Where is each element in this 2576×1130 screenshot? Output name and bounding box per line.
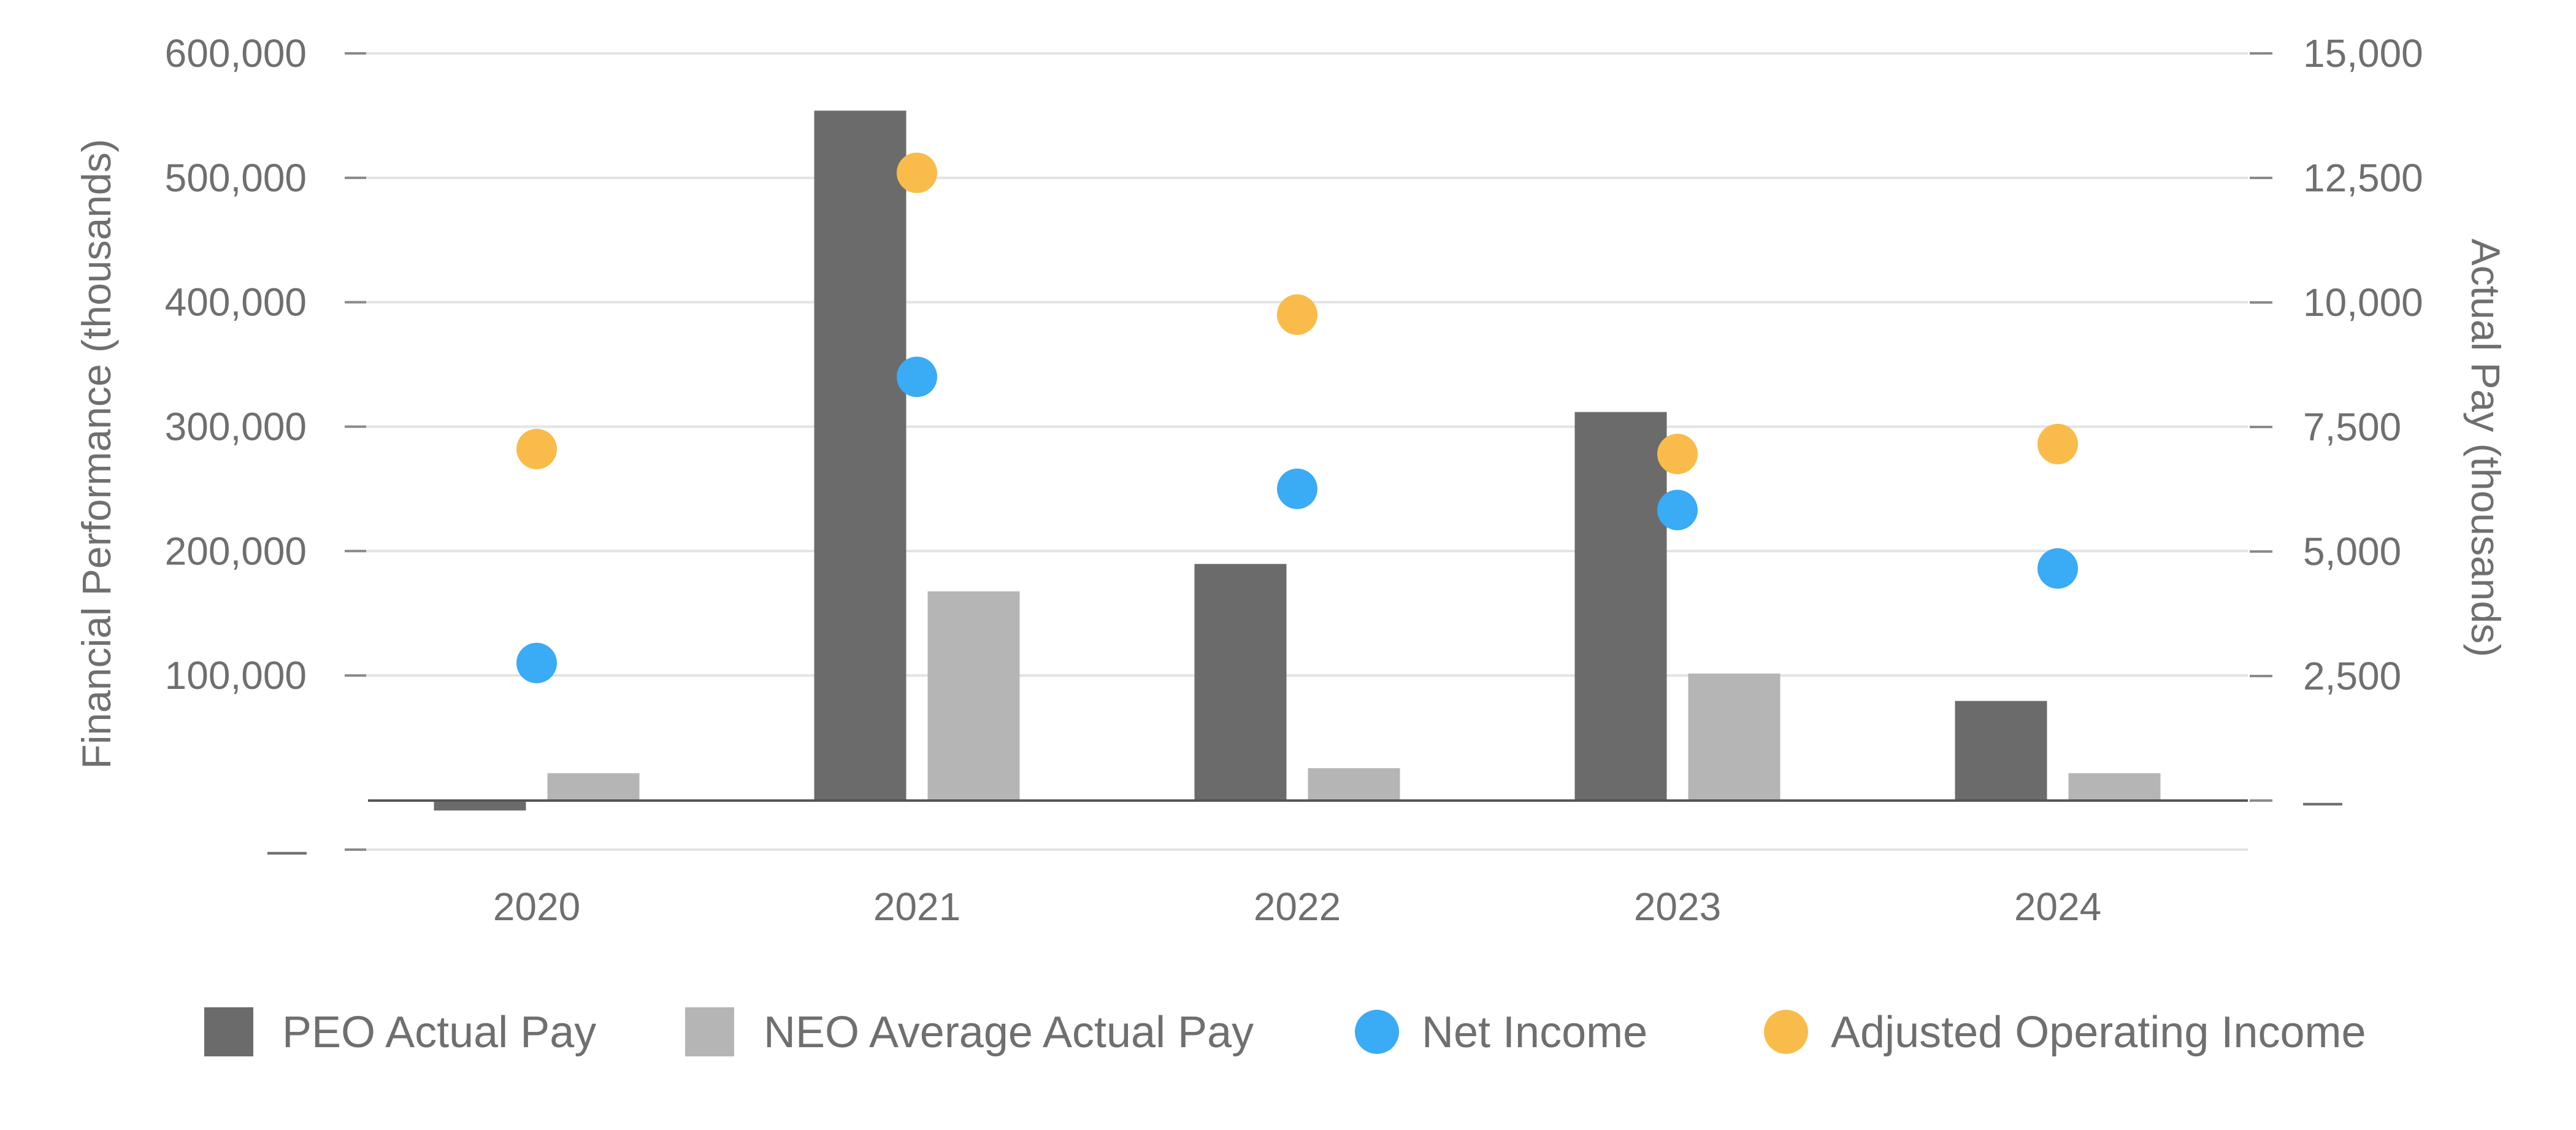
legend-label-neo-average-actual-pay: NEO Average Actual Pay — [764, 1008, 1254, 1057]
left-tick-label: 600,000 — [165, 31, 307, 75]
dot-net-income-2022 — [1277, 468, 1317, 509]
right-tick-label: 15,000 — [2303, 31, 2423, 75]
right-tick-label: 7,500 — [2303, 405, 2401, 449]
legend-label-peo-actual-pay: PEO Actual Pay — [282, 1008, 596, 1057]
bar-neo-average-actual-pay-2024 — [2068, 773, 2161, 801]
bars — [434, 110, 2161, 811]
right-tick-label: 10,000 — [2303, 280, 2423, 325]
bar-neo-average-actual-pay-2020 — [547, 773, 640, 801]
left-tick-label: 500,000 — [165, 156, 307, 200]
right-tick-label: — — [2303, 778, 2342, 823]
dot-adjusted-operating-income-2024 — [2037, 423, 2078, 464]
bar-peo-actual-pay-2023 — [1574, 412, 1667, 801]
left-axis: 600,000 500,000 400,000 300,000 200,000 100,0… — [165, 31, 366, 872]
left-tick-label: 200,000 — [165, 529, 307, 573]
x-tick-label: 2020 — [493, 885, 580, 929]
legend-swatch-peo-actual-pay — [204, 1007, 253, 1056]
dot-net-income-2024 — [2037, 548, 2078, 589]
x-tick-label: 2023 — [1634, 885, 1721, 929]
dot-adjusted-operating-income-2021 — [897, 152, 937, 193]
x-tick-label: 2021 — [873, 885, 960, 929]
bar-peo-actual-pay-2020 — [434, 801, 526, 811]
legend-swatch-neo-average-actual-pay — [685, 1007, 734, 1056]
dot-adjusted-operating-income-2022 — [1277, 294, 1317, 335]
bar-neo-average-actual-pay-2022 — [1308, 768, 1400, 801]
x-tick-label: 2024 — [2014, 885, 2101, 929]
dot-adjusted-operating-income-2023 — [1657, 434, 1698, 475]
right-tick-label: 2,500 — [2303, 654, 2401, 698]
left-tick-label: 100,000 — [165, 653, 307, 698]
legend-label-adjusted-operating-income: Adjusted Operating Income — [1831, 1008, 2366, 1057]
legend: PEO Actual Pay NEO Average Actual Pay Net … — [204, 1007, 2366, 1057]
bar-neo-average-actual-pay-2021 — [927, 591, 1020, 801]
bar-peo-actual-pay-2021 — [814, 110, 907, 801]
right-axis-title: Actual Pay (thousands) — [2463, 239, 2509, 657]
legend-swatch-adjusted-operating-income — [1764, 1010, 1808, 1054]
bar-peo-actual-pay-2024 — [1955, 701, 2047, 801]
legend-swatch-net-income — [1355, 1010, 1399, 1054]
right-tick-label: 5,000 — [2303, 529, 2401, 574]
left-tick-label: — — [267, 828, 307, 872]
legend-label-net-income: Net Income — [1422, 1008, 1647, 1057]
bar-neo-average-actual-pay-2023 — [1688, 673, 1781, 801]
dot-net-income-2023 — [1657, 490, 1698, 531]
dots — [516, 152, 2078, 683]
dot-adjusted-operating-income-2020 — [516, 428, 557, 469]
dot-net-income-2020 — [516, 642, 557, 683]
dot-net-income-2021 — [897, 356, 937, 398]
left-tick-label: 400,000 — [165, 280, 307, 325]
left-axis-title: Financial Performance (thousands) — [74, 139, 119, 769]
x-tick-label: 2022 — [1254, 885, 1341, 929]
right-axis: 15,000 12,500 10,000 7,500 5,000 2,500 — — [2250, 31, 2423, 823]
right-tick-label: 12,500 — [2303, 156, 2423, 200]
bar-peo-actual-pay-2022 — [1194, 564, 1287, 801]
x-axis: 2020 2021 2022 2023 2024 — [493, 885, 2101, 929]
left-tick-label: 300,000 — [165, 404, 307, 448]
